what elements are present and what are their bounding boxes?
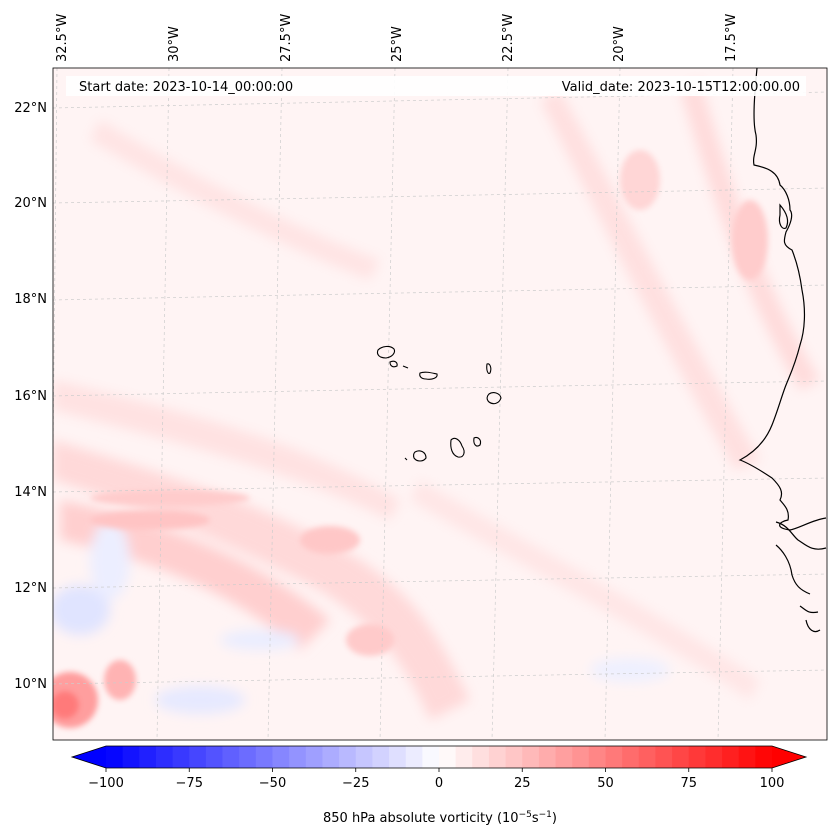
lat-tick-label: 12°N [14,581,47,596]
colorbar-tick-label: 25 [514,776,531,791]
colorbar-segment [289,746,307,768]
start-date-label: Start date: 2023-10-14_00:00:00 [79,80,293,95]
valid-date-label: Valid_date: 2023-10-15T12:00:00.00 [562,80,800,95]
colorbar-segment [755,746,773,768]
colorbar-segment [705,746,723,768]
colorbar-tick-label: −100 [88,776,124,791]
colorbar-segment [605,746,623,768]
gridlines [53,68,827,740]
latitude-axis: 22°N 20°N 18°N 16°N 14°N 12°N 10°N [14,101,47,692]
lat-tick-label: 16°N [14,389,47,404]
lat-tick-label: 22°N [14,101,47,116]
colorbar-segment [205,746,223,768]
colorbar-segment [672,746,690,768]
colorbar-segment [122,746,140,768]
colorbar-segment [372,746,390,768]
colorbar-segment [339,746,357,768]
colorbar-high-extend [772,746,806,768]
colorbar-segment [738,746,756,768]
colorbar-tick-label: 100 [760,776,785,791]
lat-tick-label: 14°N [14,485,47,500]
lat-tick-label: 18°N [14,292,47,307]
lon-tick-label: 17.5°W [724,14,739,62]
colorbar-segment [688,746,706,768]
lat-tick-label: 20°N [14,196,47,211]
colorbar-tick-label: 0 [435,776,443,791]
colorbar-segment [455,746,473,768]
lon-tick-label: 25°W [390,26,405,62]
map-panel: Start date: 2023-10-14_00:00:00 Valid_da… [52,67,828,741]
coastline [738,68,827,633]
colorbar-tick-label: −75 [176,776,203,791]
colorbar-segment [355,746,373,768]
colorbar-segment [255,746,273,768]
colorbar-segment [106,746,124,768]
colorbar-segment [139,746,157,768]
map-frame [52,67,828,741]
colorbar-segment [538,746,556,768]
colorbar-tick-label: −25 [342,776,369,791]
colorbar-segment [638,746,656,768]
lon-tick-label: 20°W [612,26,627,62]
lat-tick-label: 10°N [14,677,47,692]
lon-tick-label: 30°W [167,26,182,62]
lon-tick-label: 32.5°W [55,14,70,62]
colorbar-segment [239,746,257,768]
colorbar-segment [488,746,506,768]
colorbar-segment [322,746,340,768]
lon-tick-label: 27.5°W [279,14,294,62]
colorbar-title: 850 hPa absolute vorticity (10−5s−1) [323,810,557,826]
colorbar-ticks: −100 −75 −50 −25 0 25 50 75 100 [88,768,784,791]
lon-tick-label: 22.5°W [501,14,516,62]
colorbar: −100 −75 −50 −25 0 25 50 75 100 850 hPa absolute… [70,745,808,826]
colorbar-tick-label: −50 [259,776,286,791]
colorbar-segment [722,746,740,768]
colorbar-low-extend [72,746,106,768]
colorbar-tick-label: 75 [680,776,697,791]
colorbar-segment [189,746,207,768]
colorbar-segment [272,746,290,768]
colorbar-segments [106,746,773,768]
colorbar-segment [305,746,323,768]
colorbar-segment [555,746,573,768]
colorbar-segment [472,746,490,768]
colorbar-segment [155,746,173,768]
colorbar-segment [622,746,640,768]
colorbar-segment [588,746,606,768]
colorbar-segment [522,746,540,768]
colorbar-segment [422,746,440,768]
colorbar-segment [405,746,423,768]
colorbar-segment [439,746,457,768]
colorbar-segment [572,746,590,768]
colorbar-segment [655,746,673,768]
colorbar-segment [389,746,407,768]
colorbar-segment [172,746,190,768]
colorbar-segment [505,746,523,768]
longitude-axis: 32.5°W 30°W 27.5°W 25°W 22.5°W 20°W 17.5… [55,14,739,62]
header-backdrop [66,76,806,96]
cabo-verde-islands [376,345,502,462]
colorbar-tick-label: 50 [597,776,614,791]
colorbar-segment [222,746,240,768]
